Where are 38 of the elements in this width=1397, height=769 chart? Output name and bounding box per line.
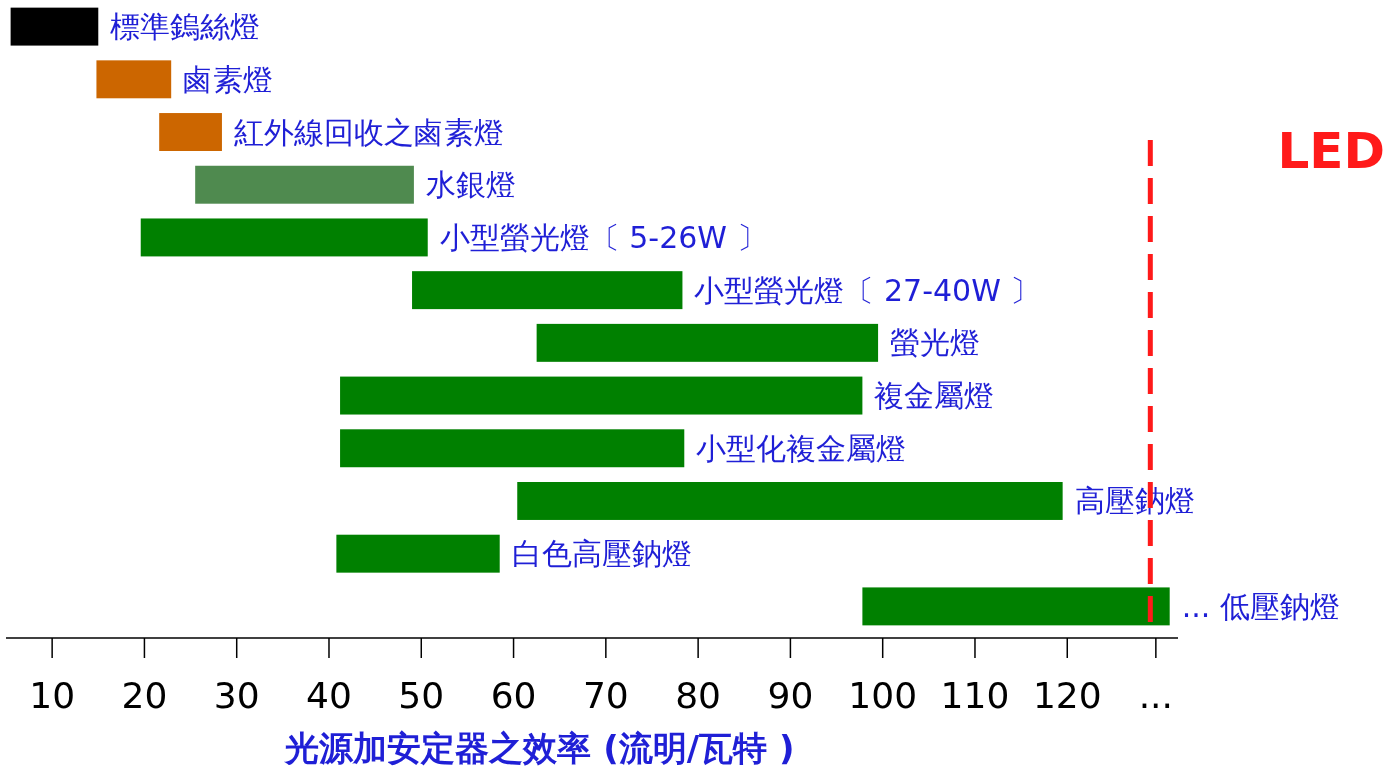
y-tick-label: 小型螢光燈〔 5-26W 〕: [439, 219, 767, 255]
bar: [340, 376, 863, 415]
x-tick-label: 110: [940, 675, 1010, 716]
y-tick-label: 白色高壓鈉燈: [511, 536, 692, 572]
x-tick-label: 30: [213, 675, 260, 716]
x-tick-label: ...: [1138, 675, 1174, 716]
y-tick-label: 小型螢光燈〔 27-40W 〕: [694, 272, 1041, 308]
bar: [412, 271, 683, 310]
bar: [517, 482, 1063, 520]
bar: [195, 165, 414, 204]
y-tick-label: 小型化複金屬燈: [696, 430, 907, 466]
bar: [140, 218, 428, 257]
x-tick-label: 40: [306, 675, 352, 716]
bar: [10, 7, 99, 46]
x-tick-label: 10: [29, 675, 76, 716]
x-tick-label: 120: [1032, 675, 1102, 716]
bar: [536, 323, 879, 362]
y-tick-label: 螢光燈: [890, 325, 981, 361]
y-tick-label: 複金屬燈: [874, 378, 995, 414]
x-tick-label: 50: [398, 675, 445, 716]
ref-line-label: LED: [1277, 122, 1385, 180]
y-tick-label: 水銀燈: [425, 167, 516, 203]
x-tick-label: 60: [490, 675, 537, 716]
bar: [96, 60, 172, 99]
bar: [862, 587, 1170, 626]
x-tick-label: 70: [582, 675, 629, 716]
x-tick-label: 90: [767, 675, 814, 716]
bar: [336, 534, 500, 573]
x-tick-label: 80: [675, 675, 722, 716]
x-tick-label: 20: [121, 675, 168, 716]
y-tick-label: 紅外線回收之鹵素燈: [233, 114, 504, 150]
y-tick-label: ... 低壓鈉燈: [1181, 588, 1340, 624]
x-tick-label: 100: [848, 675, 918, 716]
x-axis-title: 光源加安定器之效率 (流明/瓦特 ): [283, 728, 795, 768]
y-tick-label: 標準鎢絲燈: [110, 9, 261, 45]
y-tick-label: 鹵素燈: [183, 61, 274, 97]
bar: [340, 429, 685, 468]
bar: [159, 113, 222, 151]
